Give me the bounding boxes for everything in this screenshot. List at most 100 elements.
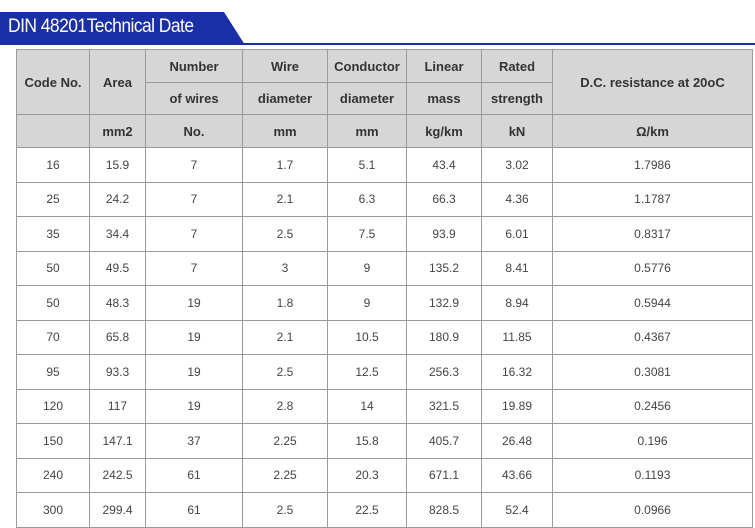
number-cell: 7: [145, 250, 243, 286]
wire-diameter-cell: 2.25: [242, 423, 328, 459]
page-title: DIN 48201Technical Date: [8, 16, 194, 37]
rated-strength-cell: 3.02: [481, 147, 553, 183]
wire-diameter-cell: 2.1: [242, 319, 328, 355]
resistance-cell: 0.0966: [552, 492, 753, 528]
linear-mass-cell: 93.9: [406, 216, 482, 252]
table-row: 50 49.5 7 3 9 135.2 8.41 0.5776: [16, 250, 753, 286]
conductor-diameter-cell: 12.5: [327, 354, 407, 390]
table-row: 120 117 19 2.8 14 321.5 19.89 0.2456: [16, 388, 753, 424]
units-row: mm2 No. mm mm kg/km kN Ω/km: [16, 114, 753, 148]
wire-diameter-cell: 2.1: [242, 181, 328, 217]
code-no-cell: 240: [16, 457, 90, 493]
table-row: 240 242.5 61 2.25 20.3 671.1 43.66 0.1193: [16, 457, 753, 493]
area-cell: 117: [89, 388, 146, 424]
unit-wire: mm: [242, 114, 328, 148]
area-cell: 24.2: [89, 181, 146, 217]
resistance-cell: 1.7986: [552, 147, 753, 183]
rated-strength-cell: 19.89: [481, 388, 553, 424]
number-cell: 61: [145, 457, 243, 493]
table-row: 300 299.4 61 2.5 22.5 828.5 52.4 0.0966: [16, 492, 753, 528]
resistance-cell: 0.2456: [552, 388, 753, 424]
code-no-cell: 120: [16, 388, 90, 424]
code-no-cell: 95: [16, 354, 90, 390]
number-cell: 7: [145, 147, 243, 183]
table-row: 50 48.3 19 1.8 9 132.9 8.94 0.5944: [16, 285, 753, 321]
wire-diameter-cell: 2.8: [242, 388, 328, 424]
number-cell: 19: [145, 354, 243, 390]
number-cell: 61: [145, 492, 243, 528]
header-mass: mass: [406, 82, 482, 115]
linear-mass-cell: 405.7: [406, 423, 482, 459]
rated-strength-cell: 8.94: [481, 285, 553, 321]
number-cell: 37: [145, 423, 243, 459]
unit-conductor: mm: [327, 114, 407, 148]
unit-resistance: Ω/km: [552, 114, 753, 148]
conductor-diameter-cell: 9: [327, 250, 407, 286]
unit-area: mm2: [89, 114, 146, 148]
resistance-cell: 1.1787: [552, 181, 753, 217]
title-banner: DIN 48201Technical Date: [0, 0, 755, 46]
area-cell: 299.4: [89, 492, 146, 528]
header-wire-diameter: diameter: [242, 82, 328, 115]
wire-diameter-cell: 3: [242, 250, 328, 286]
resistance-cell: 0.5944: [552, 285, 753, 321]
unit-strength: kN: [481, 114, 553, 148]
table-row: 35 34.4 7 2.5 7.5 93.9 6.01 0.8317: [16, 216, 753, 252]
code-no-cell: 50: [16, 285, 90, 321]
table-row: 16 15.9 7 1.7 5.1 43.4 3.02 1.7986: [16, 147, 753, 183]
area-cell: 242.5: [89, 457, 146, 493]
number-cell: 19: [145, 285, 243, 321]
rated-strength-cell: 43.66: [481, 457, 553, 493]
unit-number: No.: [145, 114, 243, 148]
conductor-diameter-cell: 14: [327, 388, 407, 424]
header-area: Area: [89, 49, 146, 115]
header-strength: strength: [481, 82, 553, 115]
code-no-cell: 150: [16, 423, 90, 459]
conductor-diameter-cell: 22.5: [327, 492, 407, 528]
linear-mass-cell: 132.9: [406, 285, 482, 321]
table-row: 150 147.1 37 2.25 15.8 405.7 26.48 0.196: [16, 423, 753, 459]
code-no-cell: 50: [16, 250, 90, 286]
area-cell: 65.8: [89, 319, 146, 355]
resistance-cell: 0.5776: [552, 250, 753, 286]
wire-diameter-cell: 1.7: [242, 147, 328, 183]
area-cell: 93.3: [89, 354, 146, 390]
table-row: 95 93.3 19 2.5 12.5 256.3 16.32 0.3081: [16, 354, 753, 390]
header-row: of wires diameter diameter mass strength: [17, 82, 753, 115]
resistance-cell: 0.196: [552, 423, 753, 459]
header-conductor-diameter: diameter: [327, 82, 407, 115]
rated-strength-cell: 11.85: [481, 319, 553, 355]
number-cell: 19: [145, 388, 243, 424]
rated-strength-cell: 4.36: [481, 181, 553, 217]
code-no-cell: 70: [16, 319, 90, 355]
area-cell: 34.4: [89, 216, 146, 252]
linear-mass-cell: 43.4: [406, 147, 482, 183]
code-no-cell: 35: [16, 216, 90, 252]
linear-mass-cell: 321.5: [406, 388, 482, 424]
header-dc-resistance: D.C. resistance at 20oC: [552, 49, 753, 115]
header-number: Number: [145, 49, 243, 83]
header-of-wires: of wires: [145, 82, 243, 115]
technical-data-table: Code No. Area Number Wire Conductor Line…: [16, 49, 753, 528]
conductor-diameter-cell: 15.8: [327, 423, 407, 459]
resistance-cell: 0.8317: [552, 216, 753, 252]
wire-diameter-cell: 1.8: [242, 285, 328, 321]
header-code-no: Code No.: [16, 49, 90, 115]
rated-strength-cell: 16.32: [481, 354, 553, 390]
linear-mass-cell: 180.9: [406, 319, 482, 355]
code-no-cell: 16: [16, 147, 90, 183]
conductor-diameter-cell: 5.1: [327, 147, 407, 183]
conductor-diameter-cell: 9: [327, 285, 407, 321]
wire-diameter-cell: 2.5: [242, 492, 328, 528]
area-cell: 147.1: [89, 423, 146, 459]
linear-mass-cell: 256.3: [406, 354, 482, 390]
wire-diameter-cell: 2.25: [242, 457, 328, 493]
conductor-diameter-cell: 7.5: [327, 216, 407, 252]
linear-mass-cell: 671.1: [406, 457, 482, 493]
wire-diameter-cell: 2.5: [242, 216, 328, 252]
resistance-cell: 0.4367: [552, 319, 753, 355]
area-cell: 15.9: [89, 147, 146, 183]
number-cell: 19: [145, 319, 243, 355]
rated-strength-cell: 26.48: [481, 423, 553, 459]
unit-code-no: [16, 114, 90, 148]
